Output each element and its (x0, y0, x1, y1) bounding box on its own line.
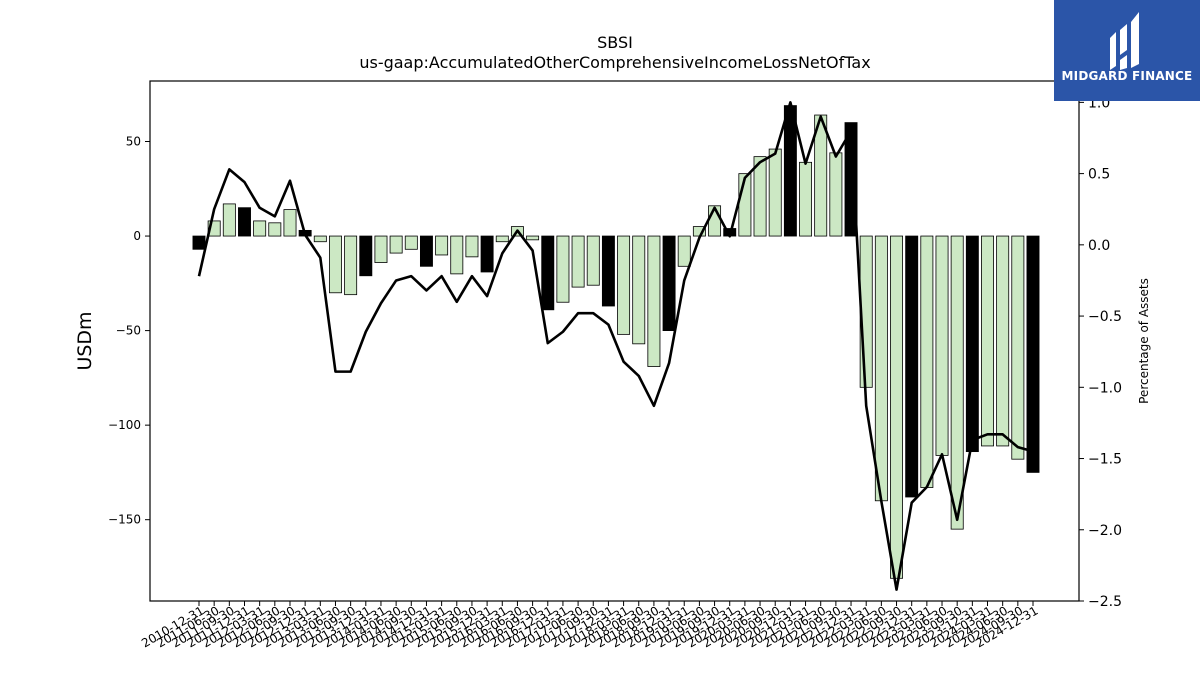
bar (556, 235, 570, 303)
bar (313, 235, 327, 243)
y-axis-label-left: USDm (74, 311, 96, 370)
y-axis-label-right: Percentage of Assets (1137, 278, 1151, 404)
bar (495, 235, 509, 243)
series-line (197, 101, 1034, 591)
bar (647, 235, 661, 367)
bar (283, 209, 297, 237)
bar (905, 235, 919, 498)
bar (814, 114, 828, 237)
y2-tick-label: −1.5 (1088, 452, 1122, 468)
bar (601, 235, 615, 307)
bar (890, 235, 903, 579)
bar (344, 235, 358, 296)
bar (950, 235, 964, 530)
y-tick-label: −100 (108, 418, 141, 432)
bar (435, 235, 449, 256)
y2-tick-label: 0.5 (1088, 167, 1110, 183)
bar (981, 235, 994, 447)
logo-text: MIDGARD FINANCE (1061, 69, 1193, 83)
y2-tick-label: 0.0 (1088, 238, 1110, 254)
bar (450, 235, 464, 275)
bar (192, 235, 206, 250)
bar (389, 235, 403, 254)
bar (874, 235, 888, 502)
bar (253, 220, 267, 237)
bar (268, 222, 282, 237)
bar (526, 235, 540, 241)
bar (541, 235, 555, 311)
chart-subtitle: us-gaap:AccumulatedOtherComprehensiveInc… (359, 53, 870, 72)
bar (465, 235, 479, 258)
bar (935, 235, 949, 456)
bar (359, 235, 373, 277)
bar (768, 148, 782, 237)
plot-frame (149, 80, 1080, 602)
bar (419, 235, 433, 267)
y-axis-label-text: USDm (74, 311, 96, 370)
y2-tick-label: −2.0 (1088, 523, 1122, 539)
bar (238, 207, 251, 237)
bar (632, 235, 646, 345)
chart-title: SBSI (597, 33, 633, 52)
bar (799, 161, 813, 237)
y-tick-label: −50 (116, 324, 141, 338)
bar (920, 235, 934, 488)
plot-area: 500−50−100−1501.00.50.0−0.5−1.0−1.5−2.0−… (108, 80, 1122, 650)
y2-tick-label: −0.5 (1088, 309, 1122, 325)
bar (222, 203, 236, 237)
bar (996, 235, 1010, 447)
bar (965, 235, 979, 453)
bar (329, 235, 342, 294)
bar (829, 152, 843, 237)
bar (677, 235, 691, 267)
logo-mark-icon (1110, 12, 1139, 70)
bar (662, 235, 676, 332)
bar (753, 156, 767, 237)
brand-logo: MIDGARD FINANCE (1054, 0, 1200, 101)
y2-tick-label: −1.0 (1088, 380, 1122, 396)
bar (480, 235, 494, 273)
bar (1026, 235, 1040, 473)
y2-axis-label-text: Percentage of Assets (1137, 278, 1151, 404)
bar (404, 235, 418, 250)
bar (617, 235, 631, 335)
y-tick-label: −150 (108, 513, 141, 527)
bar (374, 235, 388, 263)
bar (571, 235, 585, 288)
y-tick-label: 50 (126, 135, 141, 149)
y2-tick-label: −2.5 (1088, 594, 1122, 610)
bar (586, 235, 600, 286)
y-tick-label: 0 (133, 229, 141, 243)
bar (1011, 235, 1025, 460)
bar (783, 105, 797, 237)
